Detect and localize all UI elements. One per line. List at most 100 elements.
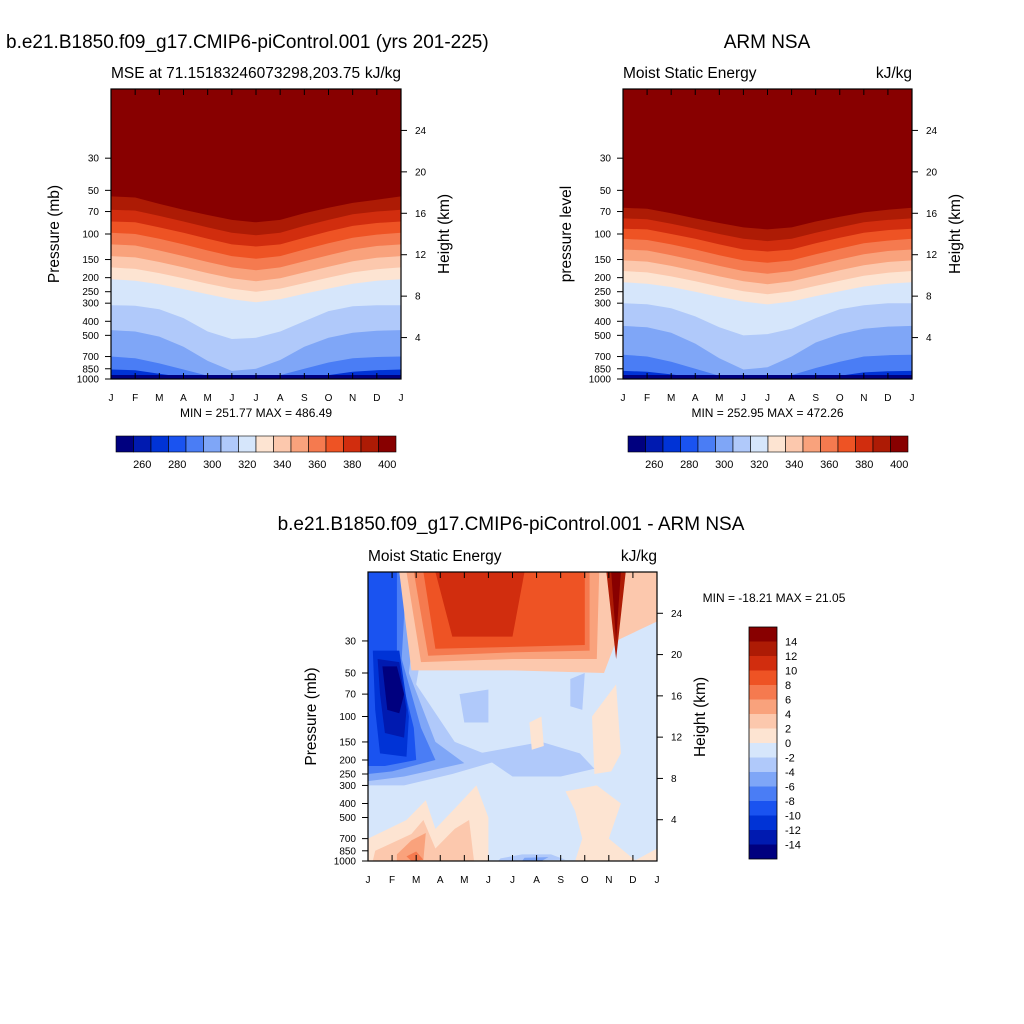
x-tick-label: D bbox=[629, 875, 636, 886]
height-tick-label: 16 bbox=[415, 209, 427, 220]
colorbar-label: 360 bbox=[820, 459, 838, 471]
x-tick-label: F bbox=[132, 393, 138, 404]
y-tick-label: 50 bbox=[600, 186, 612, 197]
height-tick-label: 12 bbox=[926, 250, 938, 261]
colorbar-label: 280 bbox=[168, 459, 186, 471]
y-tick-label: 150 bbox=[82, 255, 99, 266]
colorbar-label: 300 bbox=[715, 459, 733, 471]
x-tick-label: N bbox=[860, 393, 867, 404]
height-tick-label: 24 bbox=[415, 126, 427, 137]
x-tick-label: J bbox=[910, 393, 915, 404]
x-tick-label: A bbox=[437, 875, 444, 886]
y-tick-label: 400 bbox=[594, 317, 611, 328]
height-tick-label: 4 bbox=[671, 815, 677, 826]
plot-frame bbox=[367, 571, 658, 862]
colorbar-swatch bbox=[697, 435, 716, 453]
min-max-label: MIN = 252.95 MAX = 472.26 bbox=[691, 406, 843, 420]
colorbar-swatch bbox=[767, 435, 786, 453]
colorbar-label: 260 bbox=[645, 459, 663, 471]
contour-band bbox=[611, 572, 621, 641]
height-tick-label: 20 bbox=[671, 650, 683, 661]
x-tick-label: M bbox=[667, 393, 675, 404]
x-tick-label: O bbox=[836, 393, 844, 404]
contour-band bbox=[406, 851, 424, 861]
colorbar-swatch bbox=[290, 435, 309, 453]
y-tick-label: 100 bbox=[594, 230, 611, 241]
colorbar-label: -4 bbox=[785, 767, 795, 779]
colorbar-swatch bbox=[855, 435, 874, 453]
y-tick-label: 250 bbox=[594, 287, 611, 298]
colorbar-label: 14 bbox=[785, 637, 797, 649]
x-tick-label: J bbox=[486, 875, 491, 886]
colorbar-swatch bbox=[890, 435, 909, 453]
height-tick-label: 20 bbox=[415, 167, 427, 178]
colorbar-label: 8 bbox=[785, 680, 791, 692]
colorbar-label: 10 bbox=[785, 666, 797, 678]
y-tick-label: 300 bbox=[594, 299, 611, 310]
panel-subtitle: Moist Static Energy bbox=[623, 65, 757, 82]
x-tick-label: N bbox=[605, 875, 612, 886]
colorbar-label: 320 bbox=[238, 459, 256, 471]
x-tick-label: A bbox=[692, 393, 699, 404]
y-tick-label: 70 bbox=[345, 690, 357, 701]
contour-band bbox=[382, 666, 405, 714]
colorbar-swatch bbox=[749, 830, 777, 845]
x-tick-label: J bbox=[621, 393, 626, 404]
x-tick-label: F bbox=[389, 875, 395, 886]
height-tick-label: 4 bbox=[926, 333, 932, 344]
y-tick-label: 150 bbox=[339, 737, 356, 748]
colorbar-swatch bbox=[820, 435, 839, 453]
colorbar-swatch bbox=[133, 435, 152, 453]
panel-subtitle: MSE at 71.15183246073298,203.75 bbox=[111, 65, 360, 82]
x-tick-label: D bbox=[884, 393, 891, 404]
panel-1: b.e21.B1850.f09_g17.CMIP6-piControl.001 … bbox=[6, 32, 489, 420]
contour-band bbox=[522, 857, 549, 861]
x-tick-label: F bbox=[644, 393, 650, 404]
colorbar-swatch bbox=[749, 801, 777, 816]
colorbar-swatch bbox=[645, 435, 664, 453]
y-tick-label: 850 bbox=[82, 364, 99, 375]
y-tick-label: 400 bbox=[339, 799, 356, 810]
y-tick-label: 70 bbox=[88, 207, 100, 218]
colorbar-label: 380 bbox=[343, 459, 361, 471]
height-tick-label: 8 bbox=[671, 774, 677, 785]
colorbar-swatch bbox=[360, 435, 379, 453]
colorbar-swatch bbox=[802, 435, 821, 453]
colorbar-swatch bbox=[715, 435, 734, 453]
x-tick-label: S bbox=[301, 393, 308, 404]
y-tick-label: 700 bbox=[339, 834, 356, 845]
units-label: kJ/kg bbox=[876, 65, 912, 82]
y-tick-label: 200 bbox=[82, 273, 99, 284]
y-tick-label: 1000 bbox=[334, 857, 357, 868]
y-tick-label: 300 bbox=[339, 781, 356, 792]
x-tick-label: S bbox=[812, 393, 819, 404]
x-tick-label: A bbox=[533, 875, 540, 886]
colorbar-swatch bbox=[749, 844, 777, 859]
colorbar-swatch bbox=[749, 815, 777, 830]
colorbar-swatch bbox=[308, 435, 327, 453]
colorbar-label: -14 bbox=[785, 840, 801, 852]
colorbar-label: 340 bbox=[273, 459, 291, 471]
height-tick-label: 4 bbox=[415, 333, 421, 344]
contour-band bbox=[570, 673, 585, 710]
colorbar-label: 0 bbox=[785, 738, 791, 750]
y-tick-label: 250 bbox=[82, 287, 99, 298]
contour-band bbox=[592, 684, 621, 774]
colorbar: 260 280 300 320 340 360 380 400 bbox=[115, 435, 396, 471]
panel-title: b.e21.B1850.f09_g17.CMIP6-piControl.001 … bbox=[278, 514, 745, 535]
colorbar-swatch bbox=[325, 435, 344, 453]
colorbar-swatch bbox=[627, 435, 646, 453]
y-tick-label: 400 bbox=[82, 317, 99, 328]
height-tick-label: 12 bbox=[671, 733, 683, 744]
x-tick-label: O bbox=[325, 393, 333, 404]
colorbar-label: -8 bbox=[785, 796, 795, 808]
colorbar-label: 4 bbox=[785, 709, 791, 721]
x-tick-label: M bbox=[460, 875, 468, 886]
colorbar-label: 400 bbox=[890, 459, 908, 471]
height-tick-label: 16 bbox=[926, 209, 938, 220]
y-tick-label: 850 bbox=[594, 364, 611, 375]
height-tick-label: 20 bbox=[926, 167, 938, 178]
y-tick-label: 30 bbox=[345, 636, 357, 647]
